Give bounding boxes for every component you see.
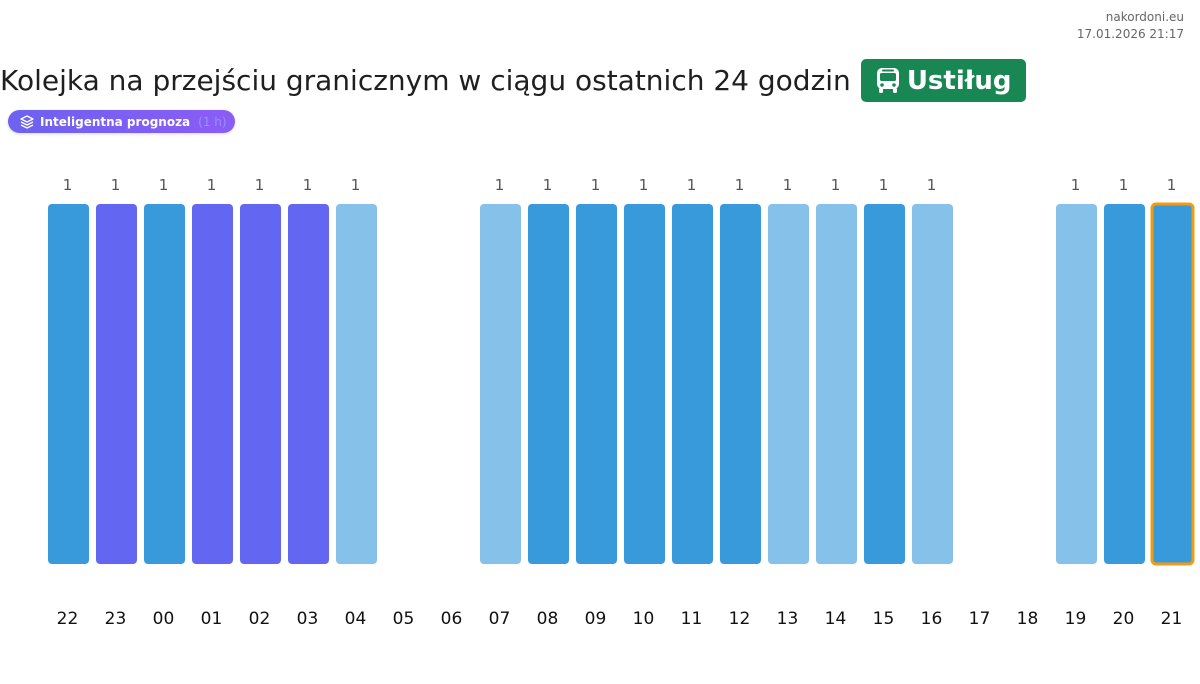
data-label-11: 1: [687, 176, 697, 194]
hour-label-20: 20: [1113, 609, 1135, 629]
bar-16[interactable]: [912, 204, 953, 564]
hour-label-14: 14: [825, 609, 847, 629]
bar-19[interactable]: [1056, 204, 1097, 564]
bar-10[interactable]: [624, 204, 665, 564]
bar-22[interactable]: [48, 204, 89, 564]
hour-label-03: 03: [297, 609, 319, 629]
bar-15[interactable]: [864, 204, 905, 564]
hour-label-00: 00: [153, 609, 175, 629]
bar-02[interactable]: [240, 204, 281, 564]
hour-label-16: 16: [921, 609, 943, 629]
hour-label-12: 12: [729, 609, 751, 629]
bar-11[interactable]: [672, 204, 713, 564]
hour-label-22: 22: [57, 609, 79, 629]
hour-label-08: 08: [537, 609, 559, 629]
title-row: Kolejka na przejściu granicznym w ciągu …: [0, 59, 1026, 102]
smart-forecast-label: Inteligentna prognoza: [40, 114, 191, 129]
hour-label-19: 19: [1065, 609, 1087, 629]
layers-icon: [20, 114, 34, 129]
data-label-09: 1: [591, 176, 601, 194]
bus-icon: [876, 67, 899, 93]
hour-label-18: 18: [1017, 609, 1039, 629]
bar-12[interactable]: [720, 204, 761, 564]
data-label-16: 1: [927, 176, 937, 194]
data-label-03: 1: [303, 176, 313, 194]
data-label-10: 1: [639, 176, 649, 194]
hour-label-01: 01: [201, 609, 223, 629]
data-label-12: 1: [735, 176, 745, 194]
timestamp: 17.01.2026 21:17: [1076, 27, 1184, 41]
border-crossing-name: Ustiług: [906, 65, 1012, 96]
data-label-14: 1: [831, 176, 841, 194]
bar-07[interactable]: [480, 204, 521, 564]
page-title: Kolejka na przejściu granicznym w ciągu …: [0, 64, 851, 97]
data-label-13: 1: [783, 176, 793, 194]
bar-00[interactable]: [144, 204, 185, 564]
smart-forecast-hint: (1 h): [198, 114, 227, 129]
hour-label-15: 15: [873, 609, 895, 629]
data-label-21: 1: [1167, 176, 1177, 194]
site-info: nakordoni.eu 17.01.2026 21:17: [1077, 9, 1184, 43]
data-label-01: 1: [207, 176, 217, 194]
data-label-19: 1: [1071, 176, 1081, 194]
data-label-20: 1: [1119, 176, 1129, 194]
bar-20[interactable]: [1104, 204, 1145, 564]
bar-13[interactable]: [768, 204, 809, 564]
hour-label-13: 13: [777, 609, 799, 629]
site-name: nakordoni.eu: [1105, 10, 1184, 24]
hour-label-09: 09: [585, 609, 607, 629]
border-crossing-badge: Ustiług: [860, 59, 1026, 102]
hour-label-10: 10: [633, 609, 655, 629]
data-label-04: 1: [351, 176, 361, 194]
hour-label-02: 02: [249, 609, 271, 629]
bar-08[interactable]: [528, 204, 569, 564]
data-label-22: 1: [63, 176, 73, 194]
data-label-02: 1: [255, 176, 265, 194]
bar-14[interactable]: [816, 204, 857, 564]
data-label-08: 1: [543, 176, 553, 194]
hour-label-04: 04: [345, 609, 367, 629]
smart-forecast-badge[interactable]: Inteligentna prognoza (1 h): [8, 110, 235, 133]
bar-09[interactable]: [576, 204, 617, 564]
data-label-00: 1: [159, 176, 169, 194]
hour-label-06: 06: [441, 609, 463, 629]
hour-label-05: 05: [393, 609, 415, 629]
bar-23[interactable]: [96, 204, 137, 564]
hour-label-17: 17: [969, 609, 991, 629]
bar-21[interactable]: [1150, 202, 1195, 566]
bar-03[interactable]: [288, 204, 329, 564]
hour-label-07: 07: [489, 609, 511, 629]
data-label-07: 1: [495, 176, 505, 194]
hour-label-21: 21: [1161, 609, 1183, 629]
data-label-23: 1: [111, 176, 121, 194]
hour-label-11: 11: [681, 609, 703, 629]
data-label-15: 1: [879, 176, 889, 194]
bar-01[interactable]: [192, 204, 233, 564]
hour-label-23: 23: [105, 609, 127, 629]
bar-04[interactable]: [336, 204, 377, 564]
